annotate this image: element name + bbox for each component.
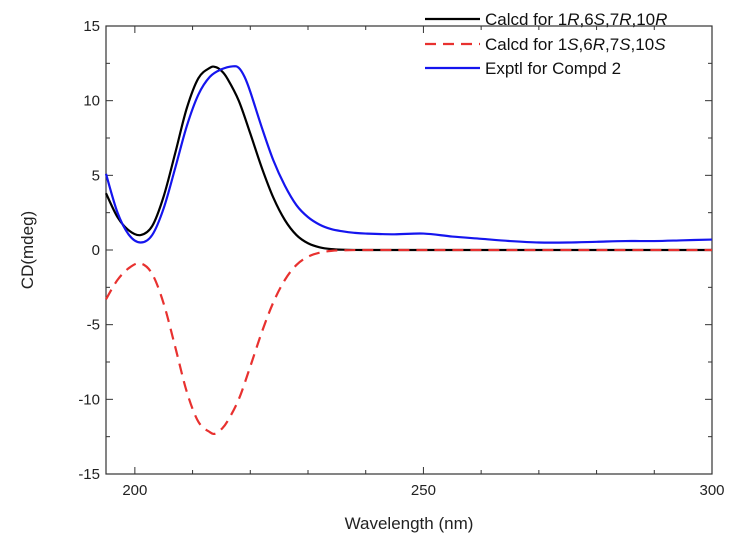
y-tick-label: -15	[78, 466, 100, 483]
legend-label-2: Calcd for 1S,6R,7S,10S	[485, 35, 666, 54]
legend-label-1: Calcd for 1R,6S,7R,10R	[485, 10, 667, 29]
series-line-1	[105, 65, 712, 252]
y-tick-label: 0	[92, 242, 100, 259]
y-tick-label: 15	[83, 18, 100, 35]
y-tick-label: -10	[78, 391, 100, 408]
y-axis-title: CD(mdeg)	[18, 211, 37, 289]
series-layer	[104, 65, 713, 436]
y-tick-label: 10	[83, 93, 100, 110]
x-tick-label: 200	[122, 482, 147, 499]
x-tick-label: 300	[699, 482, 724, 499]
legend-label-3: Exptl for Compd 2	[485, 59, 621, 78]
x-axis-title: Wavelength (nm)	[345, 514, 474, 533]
y-tick-label: 5	[92, 167, 100, 184]
x-tick-label: 250	[411, 482, 436, 499]
y-tick-label: -5	[87, 317, 100, 334]
legend: Calcd for 1R,6S,7R,10R Calcd for 1S,6R,7S…	[425, 10, 667, 78]
series-line-3	[104, 65, 713, 244]
axes: -15 -10 -5 0 5 10 15 200 250 300	[78, 18, 724, 499]
series-line-2	[105, 248, 712, 436]
